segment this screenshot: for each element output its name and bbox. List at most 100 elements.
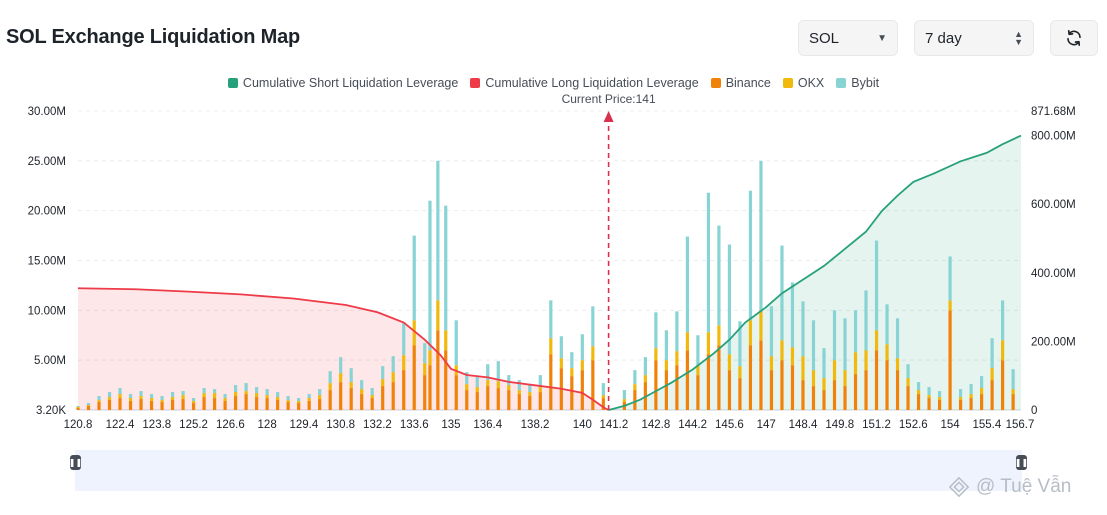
x-tick-label: 144.2: [678, 419, 707, 431]
x-tick-label: 130.8: [326, 419, 355, 431]
bar-bybit: [128, 394, 133, 399]
bar-bybit: [885, 304, 889, 345]
bar-binance: [654, 360, 658, 410]
watermark-text: @ Tuệ Vẫn: [976, 476, 1072, 497]
x-tick-label: 133.6: [400, 419, 429, 431]
diamond-logo-icon: [948, 476, 970, 498]
bar-okx: [717, 325, 721, 346]
bar-okx: [402, 355, 406, 371]
y-left-tick-label: 20.00M: [28, 206, 66, 218]
bar-bybit: [1011, 369, 1015, 390]
bar-binance: [486, 386, 490, 410]
bar-okx: [685, 332, 690, 351]
bar-okx: [255, 393, 259, 398]
x-tick-label: 154: [940, 419, 960, 431]
range-slider-left-handle[interactable]: ❚❚: [69, 455, 82, 470]
bar-bybit: [107, 392, 112, 398]
bar-bybit: [349, 368, 353, 383]
bar-okx: [990, 368, 994, 381]
x-tick-label: 152.6: [899, 419, 928, 431]
bar-binance: [822, 390, 826, 410]
bar-bybit: [276, 392, 280, 398]
bar-binance: [255, 397, 259, 410]
bar-okx: [696, 365, 700, 376]
bar-binance: [727, 370, 732, 410]
caret-down-icon: ▼: [877, 32, 887, 44]
legend-item-long[interactable]: Cumulative Long Liquidation Leverage: [470, 76, 699, 90]
bar-okx: [349, 382, 353, 389]
bar-bybit: [160, 396, 164, 401]
bar-okx: [738, 366, 742, 379]
bar-bybit: [496, 361, 500, 382]
bar-binance: [97, 402, 101, 410]
legend-item-bybit[interactable]: Bybit: [836, 76, 879, 90]
bar-bybit: [339, 357, 343, 374]
bar-bybit: [486, 364, 490, 381]
y-left-tick-label: 25.00M: [28, 156, 66, 168]
bar-binance: [843, 386, 847, 410]
bar-binance: [675, 365, 679, 410]
period-select[interactable]: 7 day ▲ ▼: [914, 20, 1034, 56]
bar-binance: [1011, 394, 1015, 410]
bar-okx: [212, 393, 217, 399]
bar-binance: [297, 403, 301, 410]
legend-item-binance[interactable]: Binance: [710, 76, 771, 90]
bar-okx: [958, 397, 963, 401]
bar-bybit: [990, 338, 994, 369]
bar-okx: [622, 399, 626, 403]
long-liquidation-line: [77, 287, 610, 411]
bar-okx: [370, 395, 374, 399]
legend-swatch: [710, 78, 721, 88]
bar-bybit: [428, 200, 432, 351]
bar-okx: [128, 398, 133, 402]
bar-okx: [86, 405, 91, 407]
bar-bybit: [654, 312, 658, 349]
bar-okx: [1011, 389, 1015, 395]
bar-binance: [428, 365, 432, 410]
bar-okx: [727, 354, 732, 371]
bar-okx: [570, 368, 574, 377]
bar-bybit: [297, 398, 301, 402]
bar-bybit: [444, 205, 448, 331]
range-slider-right-handle[interactable]: ❚❚: [1015, 455, 1028, 470]
legend-item-short[interactable]: Cumulative Short Liquidation Leverage: [227, 76, 458, 90]
bar-bybit: [318, 389, 322, 396]
range-slider-track[interactable]: [75, 450, 1022, 491]
x-tick-label: 142.8: [641, 419, 670, 431]
x-tick-label: 141.2: [599, 419, 628, 431]
bar-okx: [244, 391, 248, 395]
bar-binance: [853, 374, 858, 410]
bar-bybit: [874, 240, 879, 331]
bar-binance: [107, 400, 112, 410]
bar-okx: [507, 385, 511, 391]
bar-binance: [465, 390, 469, 410]
bar-binance: [906, 386, 910, 410]
bar-binance: [717, 345, 721, 410]
bar-bybit: [685, 236, 690, 333]
symbol-select[interactable]: SOL ▼: [798, 20, 898, 56]
bar-bybit: [958, 389, 963, 398]
bar-bybit: [307, 394, 311, 399]
bar-binance: [181, 399, 185, 410]
bar-binance: [86, 406, 91, 410]
bar-binance: [738, 378, 742, 410]
bar-okx: [1001, 340, 1005, 361]
bar-bybit: [927, 387, 931, 396]
bar-okx: [202, 393, 206, 398]
bar-binance: [496, 388, 500, 410]
period-value: 7 day: [925, 29, 962, 47]
up-down-arrows-icon: ▲ ▼: [1014, 29, 1023, 47]
bar-okx: [906, 378, 910, 387]
legend-item-okx[interactable]: OKX: [782, 76, 825, 90]
bar-binance: [633, 390, 637, 410]
bar-bybit: [76, 406, 80, 408]
legend-label: OKX: [797, 76, 825, 90]
bar-bybit: [801, 301, 805, 357]
bar-okx: [465, 384, 469, 391]
refresh-button[interactable]: [1050, 20, 1098, 56]
bar-okx: [528, 392, 532, 397]
y-right-tick-label: 600.00M: [1031, 199, 1076, 211]
legend-swatch: [227, 78, 238, 88]
bar-binance: [706, 354, 711, 410]
watermark: @ Tuệ Vẫn: [948, 476, 1071, 498]
